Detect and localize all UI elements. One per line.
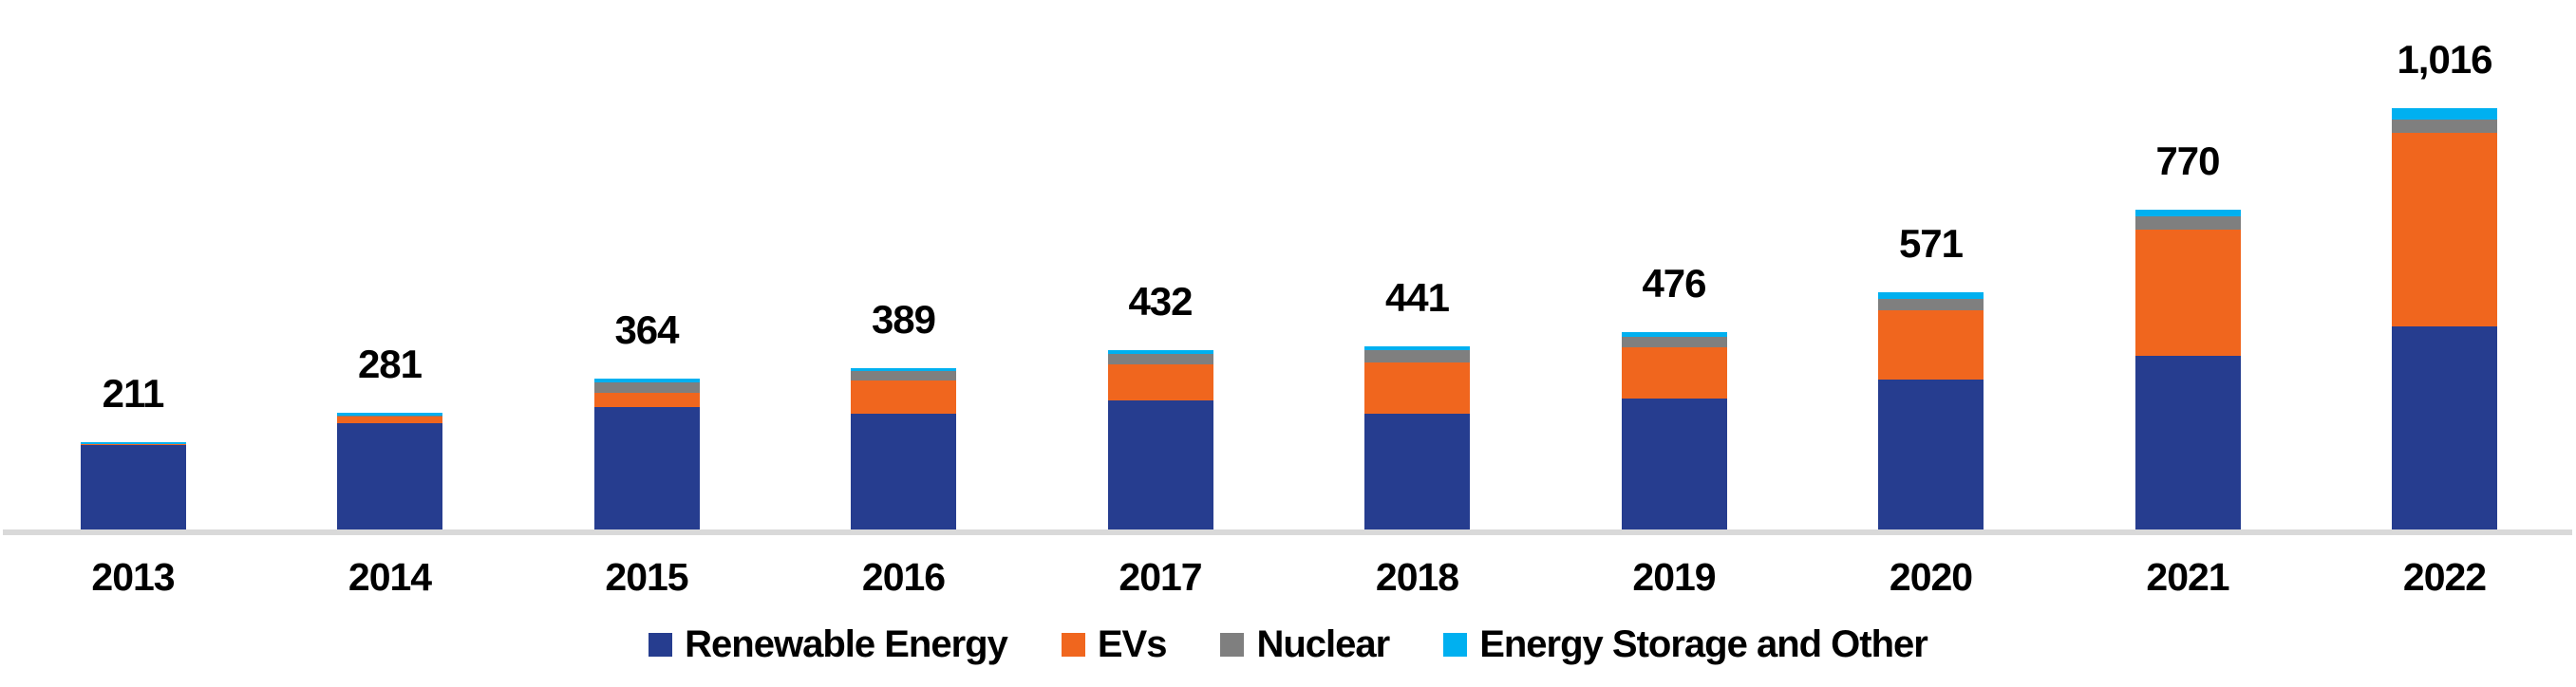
plot-area: 211 281 364 389 432 441 476 571 770 1,016: [5, 0, 2573, 529]
bar-segment-evs-2022: [2392, 132, 2497, 326]
bar-segment-evs-2016: [851, 381, 956, 414]
bar-group-2021: 770: [2059, 0, 2317, 529]
x-axis-label-2017: 2017: [1119, 555, 1202, 599]
bar-segment-renewable-energy-2019: [1621, 399, 1727, 529]
x-axis-label-2019: 2019: [1632, 555, 1716, 599]
bar-segment-nuclear-2022: [2392, 119, 2497, 133]
x-axis-line: [3, 529, 2572, 535]
x-axis-label-2021: 2021: [2146, 555, 2229, 599]
bar-2019: [1621, 331, 1727, 529]
bar-segment-renewable-energy-2013: [80, 444, 186, 529]
bar-group-2019: 476: [1546, 0, 1803, 529]
legend-swatch-renewable-energy: [649, 632, 673, 657]
bar-segment-energy-storage-and-other-2020: [1878, 292, 1984, 299]
legend-label-renewable-energy: Renewable Energy: [685, 623, 1008, 665]
x-axis-label-2015: 2015: [605, 555, 688, 599]
bar-segment-energy-storage-and-other-2014: [337, 413, 442, 417]
bar-segment-energy-storage-and-other-2019: [1621, 331, 1727, 337]
bar-segment-nuclear-2020: [1878, 298, 1984, 311]
bar-segment-nuclear-2016: [851, 371, 956, 381]
bar-segment-renewable-energy-2022: [2392, 325, 2497, 529]
bar-group-2016: 389: [775, 0, 1032, 529]
x-axis-label-2014: 2014: [348, 555, 432, 599]
bar-value-label-2018: 441: [1384, 275, 1450, 321]
legend-item-energy-storage-and-other: Energy Storage and Other: [1443, 623, 1928, 665]
legend-label-energy-storage-and-other: Energy Storage and Other: [1479, 623, 1928, 665]
legend-swatch-evs: [1061, 632, 1085, 657]
bar-segment-nuclear-2021: [2134, 216, 2241, 231]
bar-group-2014: 281: [261, 0, 518, 529]
bar-segment-evs-2018: [1364, 362, 1470, 414]
bar-segment-renewable-energy-2020: [1878, 380, 1984, 529]
bar-segment-nuclear-2018: [1364, 350, 1470, 363]
bar-group-2020: 571: [1802, 0, 2059, 529]
bar-segment-evs-2014: [337, 417, 442, 424]
bar-group-2015: 364: [518, 0, 776, 529]
legend-label-evs: EVs: [1097, 623, 1168, 665]
x-axis-label-2013: 2013: [91, 555, 175, 599]
bar-segment-energy-storage-and-other-2021: [2134, 210, 2241, 217]
x-axis-label-2016: 2016: [861, 555, 946, 599]
bar-segment-energy-storage-and-other-2016: [851, 367, 956, 372]
bar-segment-renewable-energy-2021: [2134, 355, 2241, 529]
legend-item-evs: EVs: [1061, 623, 1168, 665]
bar-value-label-2014: 281: [357, 342, 423, 387]
bar-2015: [593, 378, 700, 529]
bar-2022: [2392, 107, 2497, 529]
bar-value-label-2013: 211: [102, 370, 165, 416]
x-axis-label-2020: 2020: [1889, 555, 1973, 599]
bar-segment-nuclear-2019: [1621, 336, 1727, 348]
legend: Renewable Energy EVs Nuclear Energy Storage…: [0, 622, 2576, 667]
bar-segment-nuclear-2014: [337, 416, 442, 418]
bar-2020: [1878, 292, 1984, 529]
bar-segment-renewable-energy-2016: [851, 413, 956, 529]
bar-segment-renewable-energy-2017: [1107, 400, 1213, 529]
bar-2018: [1364, 346, 1470, 529]
bar-2017: [1107, 350, 1213, 529]
bar-segment-evs-2021: [2134, 230, 2241, 356]
bar-segment-energy-storage-and-other-2022: [2392, 107, 2497, 120]
bar-value-label-2017: 432: [1128, 279, 1193, 325]
bar-value-label-2021: 770: [2155, 139, 2220, 184]
bar-2021: [2134, 210, 2241, 529]
legend-label-nuclear: Nuclear: [1256, 623, 1390, 665]
bar-segment-energy-storage-and-other-2017: [1107, 350, 1213, 354]
bar-segment-renewable-energy-2018: [1364, 413, 1470, 529]
bar-segment-evs-2017: [1107, 364, 1213, 401]
bar-group-2018: 441: [1288, 0, 1546, 529]
bar-segment-energy-storage-and-other-2015: [593, 378, 700, 383]
bar-segment-renewable-energy-2014: [337, 423, 442, 529]
bar-segment-energy-storage-and-other-2018: [1364, 346, 1470, 351]
bar-value-label-2019: 476: [1642, 260, 1706, 306]
bar-2013: [80, 441, 186, 529]
bar-segment-evs-2020: [1878, 310, 1984, 381]
legend-swatch-energy-storage-and-other: [1443, 632, 1468, 657]
bar-2014: [337, 413, 442, 529]
x-axis-label-2022: 2022: [2402, 555, 2487, 599]
bar-value-label-2022: 1,016: [2397, 36, 2492, 82]
bar-value-label-2020: 571: [1898, 221, 1964, 267]
bar-segment-nuclear-2015: [593, 382, 700, 393]
bar-group-2022: 1,016: [2316, 0, 2573, 529]
bar-group-2013: 211: [5, 0, 262, 529]
bar-segment-energy-storage-and-other-2013: [80, 441, 186, 445]
bar-segment-nuclear-2017: [1107, 353, 1213, 365]
legend-swatch-nuclear: [1220, 632, 1245, 657]
bar-segment-evs-2015: [593, 392, 700, 407]
legend-item-renewable-energy: Renewable Energy: [649, 623, 1008, 665]
bar-group-2017: 432: [1032, 0, 1289, 529]
bar-value-label-2016: 389: [871, 296, 936, 342]
bar-value-label-2015: 364: [614, 306, 679, 352]
legend-item-nuclear: Nuclear: [1220, 623, 1390, 665]
bar-2016: [851, 367, 956, 529]
bar-segment-evs-2019: [1621, 347, 1727, 399]
x-axis-label-2018: 2018: [1375, 555, 1459, 599]
bar-segment-renewable-energy-2015: [593, 406, 700, 529]
